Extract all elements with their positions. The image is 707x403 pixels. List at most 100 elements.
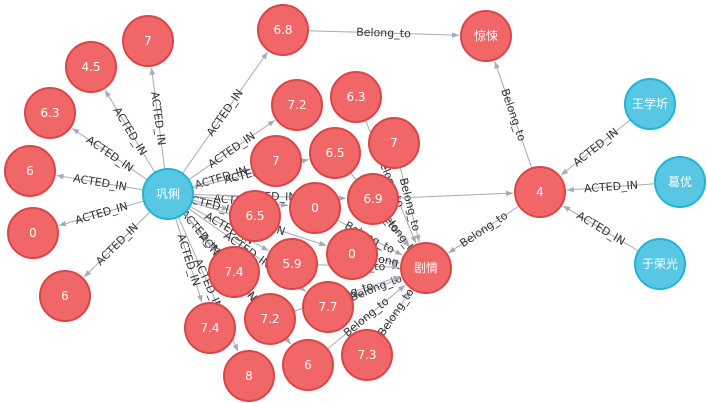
node-label: 7 [390, 136, 398, 150]
node-label: 6.3 [346, 90, 365, 104]
node-label: 7.7 [318, 300, 337, 314]
node-label: 7.3 [357, 348, 376, 362]
edge-m4-jingsong[interactable]: Belong_to [494, 61, 533, 169]
node-circle [326, 228, 378, 280]
node-label: 7.4 [200, 321, 219, 335]
node-label: 4.5 [81, 60, 100, 74]
person-node-yurongguang[interactable]: 于荣光 [634, 238, 686, 290]
movie-node-m6a[interactable]: 6 [4, 145, 56, 197]
node-circle [266, 238, 318, 290]
node-circle [514, 166, 566, 218]
node-label: 6.5 [325, 146, 344, 160]
node-label: 惊悚 [474, 28, 498, 43]
movie-node-m0a[interactable]: 0 [7, 207, 59, 259]
node-label: 7.2 [287, 98, 306, 112]
movie-node-m65b[interactable]: 6.5 [229, 190, 281, 242]
node-circle [368, 117, 420, 169]
edge-line [494, 61, 533, 169]
movie-node-m45[interactable]: 4.5 [65, 41, 117, 93]
node-label: 王学圻 [632, 96, 668, 111]
node-label: 6 [304, 358, 312, 372]
movie-node-m0c[interactable]: 0 [326, 228, 378, 280]
movie-node-m59[interactable]: 5.9 [266, 238, 318, 290]
movie-node-m68[interactable]: 6.8 [257, 4, 309, 56]
node-circle [400, 242, 452, 294]
genre-node-jingsong[interactable]: 惊悚 [460, 10, 512, 62]
edge-label: ACTED_IN [574, 209, 627, 248]
movie-node-m74b[interactable]: 7.4 [184, 302, 236, 354]
movie-node-m77[interactable]: 7.7 [302, 281, 354, 333]
node-circle [624, 78, 676, 130]
edge-line [192, 199, 229, 211]
edge-line [58, 200, 145, 227]
node-circle [250, 135, 302, 187]
node-label: 7.2 [260, 312, 279, 326]
node-label: 葛优 [668, 175, 692, 189]
edge-line [183, 212, 217, 252]
person-node-wangxuexin[interactable]: 王学圻 [624, 78, 676, 130]
movie-node-m72b[interactable]: 7.2 [244, 293, 296, 345]
movie-node-m63b[interactable]: 6.3 [330, 71, 382, 123]
node-label: 巩俐 [156, 187, 180, 201]
node-circle [282, 339, 334, 391]
movie-node-m8[interactable]: 8 [223, 350, 275, 402]
edge-label: Belong_to [498, 87, 528, 143]
edge-label: ACTED_IN [571, 125, 621, 169]
edge-yurongguang-m4[interactable]: ACTED_IN [562, 205, 639, 252]
edge-label: ACTED_IN [74, 199, 130, 226]
movie-node-m4[interactable]: 4 [514, 166, 566, 218]
node-label: 7.4 [224, 265, 243, 279]
edge-label: Belong_to [356, 26, 411, 41]
edge-line [149, 67, 166, 170]
movie-node-m73[interactable]: 7.3 [341, 329, 393, 381]
node-circle [65, 41, 117, 93]
movie-node-m7b[interactable]: 7 [250, 135, 302, 187]
node-circle [302, 281, 354, 333]
node-circle [330, 71, 382, 123]
movie-node-m74a[interactable]: 7.4 [208, 246, 260, 298]
edge-line [191, 168, 251, 188]
movie-node-m0b[interactable]: 0 [289, 182, 341, 234]
node-circle [309, 127, 361, 179]
movie-node-m65a[interactable]: 6.5 [309, 127, 361, 179]
edge-m68-jingsong[interactable]: Belong_to [307, 26, 460, 41]
node-label: 6.9 [363, 192, 382, 206]
node-label: 6.8 [273, 23, 292, 37]
edge-line [189, 205, 269, 252]
node-circle [122, 15, 174, 67]
movie-node-m6c[interactable]: 6 [282, 339, 334, 391]
person-node-gongli[interactable]: 巩俐 [142, 168, 194, 220]
genre-node-juqing[interactable]: 剧情 [400, 242, 452, 294]
edge-gongli-m7a[interactable]: ACTED_IN [148, 67, 168, 170]
movie-node-m69[interactable]: 6.9 [347, 173, 399, 225]
edge-m69-m4[interactable] [397, 190, 514, 199]
movie-node-m7a[interactable]: 7 [122, 15, 174, 67]
edge-label: ACTED_IN [204, 87, 246, 139]
edge-line [387, 218, 410, 247]
edge-line [181, 51, 268, 174]
edge-line [560, 119, 631, 176]
edge-gongli-m6a[interactable]: ACTED_IN [56, 172, 144, 194]
node-label: 6 [61, 289, 69, 303]
node-circle [24, 87, 76, 139]
movie-node-m7c[interactable]: 7 [368, 117, 420, 169]
node-circle [142, 168, 194, 220]
edge-geyou-m4[interactable]: ACTED_IN [566, 179, 656, 196]
movie-node-m72a[interactable]: 7.2 [271, 79, 323, 131]
node-label: 0 [348, 247, 356, 261]
movie-node-m63a[interactable]: 6.3 [24, 87, 76, 139]
node-circle [634, 238, 686, 290]
node-circle [223, 350, 275, 402]
node-label: 6.5 [245, 209, 264, 223]
node-circle [39, 270, 91, 322]
edge-line [56, 173, 144, 191]
edge-line [188, 119, 276, 181]
movie-node-m6b[interactable]: 6 [39, 270, 91, 322]
edge-label: ACTED_IN [93, 221, 141, 268]
edge-m4-juqing[interactable]: Belong_to [448, 205, 520, 254]
person-node-geyou[interactable]: 葛优 [654, 156, 706, 208]
node-label: 剧情 [414, 261, 438, 275]
edge-wangxuexin-m4[interactable]: ACTED_IN [560, 119, 631, 176]
node-circle [289, 182, 341, 234]
